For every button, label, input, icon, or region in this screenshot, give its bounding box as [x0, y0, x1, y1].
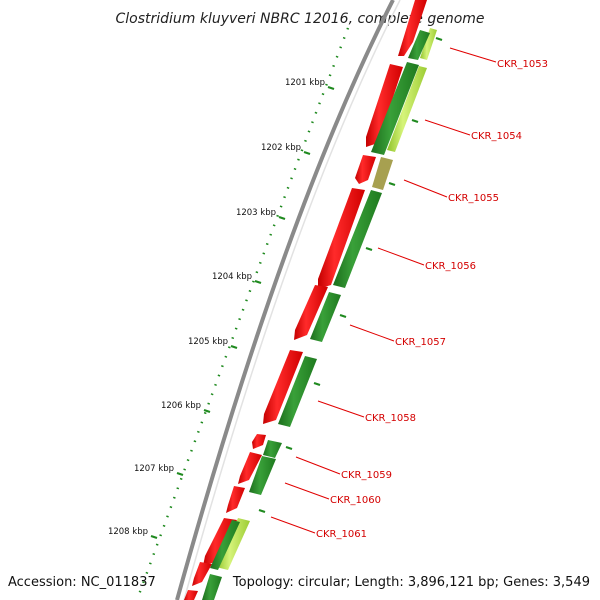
kbp-tick	[150, 534, 158, 540]
cds-forward	[366, 64, 403, 147]
cds-reverse	[202, 574, 222, 600]
kbp-label: 1202 kbp	[261, 143, 301, 153]
genome-backbone-inner	[183, 0, 401, 600]
track-tick	[388, 181, 396, 187]
gene-label[interactable]: CKR_1059	[341, 470, 392, 481]
cds-reverse	[387, 66, 427, 152]
track-tick	[435, 36, 443, 42]
kbp-tick	[230, 344, 238, 350]
leader-line	[449, 47, 497, 63]
genome-track	[175, 0, 437, 600]
gene-leaders	[270, 47, 497, 534]
gene-label[interactable]: CKR_1060	[330, 495, 381, 506]
cds-reverse	[263, 440, 282, 458]
leader-line	[349, 324, 395, 342]
kbp-label: 1206 kbp	[161, 401, 201, 411]
kbp-tick	[254, 279, 262, 285]
position-scale	[135, 27, 350, 600]
cds-forward	[294, 285, 328, 340]
gene-label[interactable]: CKR_1054	[471, 131, 522, 142]
gene-label[interactable]: CKR_1055	[448, 193, 499, 204]
cds-reverse	[333, 190, 382, 288]
track-tick	[411, 118, 419, 124]
cds-forward	[355, 155, 376, 184]
track-tick	[285, 445, 293, 451]
accession-text: Accession: NC_011837	[8, 575, 156, 590]
leader-line	[295, 456, 341, 475]
kbp-label: 1207 kbp	[134, 464, 174, 474]
map-title: Clostridium kluyveri NBRC 12016, complet…	[115, 11, 484, 27]
gene-label[interactable]: CKR_1061	[316, 529, 367, 540]
kbp-tick	[278, 215, 286, 221]
leader-line	[424, 119, 471, 136]
cds-reverse	[310, 292, 341, 342]
cds-reverse	[371, 62, 419, 155]
genome-backbone	[175, 0, 395, 600]
leader-line	[284, 482, 330, 500]
cds-forward	[238, 452, 262, 484]
track-tick	[313, 381, 321, 387]
cds-reverse	[249, 456, 276, 495]
cds-forward	[318, 188, 365, 289]
cds-forward	[192, 562, 212, 586]
kbp-tick	[327, 85, 335, 91]
leader-line	[317, 400, 365, 418]
track-tick	[258, 508, 266, 514]
kbp-label: 1201 kbp	[285, 78, 325, 88]
kbp-tick	[303, 150, 311, 156]
kbp-label: 1208 kbp	[108, 527, 148, 537]
gene-labels: CKR_1053 CKR_1054 CKR_1055 CKR_1056 CKR_…	[316, 59, 548, 540]
track-tick	[339, 313, 347, 319]
gene-label[interactable]: CKR_1058	[365, 413, 416, 424]
cds-forward	[398, 0, 427, 56]
cds-forward	[226, 486, 245, 513]
cds-reverse	[408, 30, 430, 60]
cds-reverse	[278, 356, 317, 427]
gene-label[interactable]: CKR_1056	[425, 261, 476, 272]
gene-label[interactable]: CKR_1057	[395, 337, 446, 348]
cds-reverse	[420, 28, 437, 60]
kbp-tick	[203, 408, 211, 414]
leader-line	[270, 516, 316, 534]
cds-forward	[263, 350, 303, 424]
kbp-label: 1203 kbp	[236, 208, 276, 218]
gene-label[interactable]: CKR_1053	[497, 59, 548, 70]
cds-reverse	[372, 157, 393, 190]
leader-line	[403, 179, 448, 198]
cds-forward	[184, 590, 198, 600]
track-tick	[365, 246, 373, 252]
kbp-tick	[176, 471, 184, 477]
track-ticks	[258, 36, 443, 514]
scale-dotted-line	[135, 27, 350, 600]
kbp-labels: 1201 kbp 1202 kbp 1203 kbp 1204 kbp 1205 kbp…	[108, 78, 335, 540]
cds-forward	[252, 434, 266, 449]
genome-summary-text: Topology: circular; Length: 3,896,121 bp…	[232, 575, 590, 590]
kbp-label: 1204 kbp	[212, 272, 252, 282]
cds-reverse	[210, 520, 240, 570]
cds-reverse	[216, 518, 250, 570]
leader-line	[377, 247, 425, 266]
kbp-label: 1205 kbp	[188, 337, 228, 347]
